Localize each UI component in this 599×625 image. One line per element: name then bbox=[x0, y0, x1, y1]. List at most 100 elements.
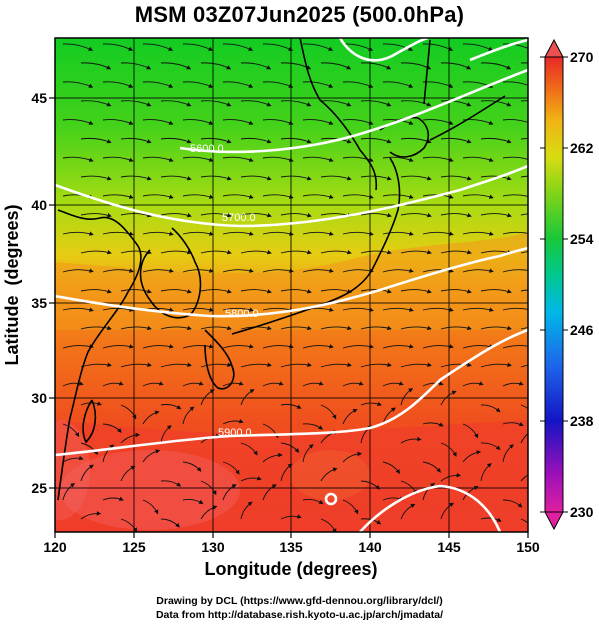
wind-streamline bbox=[502, 499, 523, 508]
wind-streamline bbox=[422, 422, 444, 427]
colorbar-tick-label: 230 bbox=[570, 504, 594, 520]
colorbar-body bbox=[544, 56, 564, 513]
wind-streamline bbox=[222, 461, 240, 475]
wind-streamline bbox=[302, 81, 334, 88]
wind-streamline bbox=[160, 175, 192, 181]
wind-streamline bbox=[342, 156, 374, 162]
wind-streamline bbox=[320, 62, 352, 70]
wind-streamline bbox=[360, 362, 392, 368]
y-tick-label: 35 bbox=[31, 295, 47, 311]
wind-streamline bbox=[462, 194, 494, 199]
coastline-russia bbox=[299, 38, 378, 191]
credit-drawing: Drawing by DCL (https://www.gfd-dennou.o… bbox=[156, 595, 443, 607]
wind-streamline bbox=[280, 137, 312, 144]
wind-streamline bbox=[342, 451, 363, 463]
wind-streamline bbox=[142, 194, 174, 199]
wind-streamline bbox=[222, 231, 254, 236]
wind-streamline bbox=[382, 156, 414, 162]
wind-streamline bbox=[222, 307, 254, 312]
wind-streamline bbox=[222, 344, 254, 349]
contour-label: 5800.0 bbox=[225, 308, 259, 320]
wind-streamline bbox=[160, 480, 182, 487]
wind-streamline bbox=[102, 444, 115, 463]
wind-streamline bbox=[382, 344, 414, 349]
wind-streamline bbox=[440, 100, 472, 107]
wind-streamline bbox=[320, 404, 337, 420]
wind-streamline bbox=[62, 381, 84, 387]
wind-streamline bbox=[480, 137, 512, 144]
wind-streamline bbox=[262, 43, 294, 51]
wind-streamline bbox=[102, 119, 134, 125]
wind-streamline bbox=[342, 408, 358, 425]
wind-streamline bbox=[502, 345, 528, 349]
wind-streamline bbox=[462, 485, 479, 501]
contour-label: 5900.0 bbox=[218, 427, 252, 439]
wind-streamline bbox=[200, 480, 217, 496]
wind-streamline bbox=[182, 381, 204, 387]
wind-streamline bbox=[400, 137, 432, 144]
wind-streamline bbox=[520, 327, 528, 330]
wind-streamline bbox=[222, 43, 254, 51]
colorbar-top-arrow bbox=[544, 38, 564, 58]
wind-streamline bbox=[80, 212, 112, 218]
wind-streamline bbox=[382, 461, 400, 475]
wind-streamline bbox=[502, 43, 528, 49]
wind-streamline bbox=[262, 268, 294, 273]
chart-title: MSM 03Z07Jun2025 (500.0hPa) bbox=[134, 2, 465, 27]
temperature-field bbox=[55, 38, 528, 532]
wind-streamline bbox=[302, 43, 334, 51]
wind-streamline bbox=[400, 436, 422, 444]
wind-streamline bbox=[382, 307, 414, 312]
wind-streamline bbox=[102, 43, 134, 51]
wind-streamline bbox=[280, 514, 302, 520]
wind-streamline bbox=[280, 442, 300, 453]
wind-streamline bbox=[160, 212, 192, 218]
wind-streamline bbox=[480, 62, 512, 70]
contour-line-5700 bbox=[55, 164, 528, 228]
wind-streamline bbox=[302, 344, 334, 349]
wind-streamline bbox=[200, 175, 232, 181]
wind-streamline bbox=[80, 511, 102, 520]
wind-streamline bbox=[62, 455, 84, 463]
wind-streamline bbox=[262, 381, 284, 387]
wind-streamline bbox=[102, 344, 134, 349]
x-tick-label: 145 bbox=[437, 539, 461, 555]
wind-streamline bbox=[240, 249, 272, 255]
wind-streamline bbox=[520, 433, 528, 444]
wind-streamline bbox=[302, 381, 324, 387]
wind-streamline bbox=[520, 474, 528, 482]
wind-streamline bbox=[160, 62, 192, 70]
wind-streamline bbox=[320, 137, 352, 144]
wind-streamline bbox=[120, 62, 152, 70]
wind-streamline bbox=[520, 364, 528, 368]
wind-streamline bbox=[462, 307, 494, 312]
wind-streamline bbox=[142, 119, 174, 125]
wind-streamline bbox=[120, 465, 136, 482]
coastline-kyushu bbox=[204, 329, 235, 390]
contour-line-north bbox=[338, 38, 429, 62]
contour-label: 5600.0 bbox=[190, 143, 224, 155]
wind-streamline bbox=[502, 194, 528, 197]
wind-streamline bbox=[222, 81, 254, 88]
wind-streamline bbox=[80, 325, 112, 331]
wind-streamline bbox=[502, 307, 528, 311]
wind-streamline bbox=[320, 467, 338, 482]
wind-streamline bbox=[222, 119, 254, 125]
wind-streamline bbox=[240, 501, 253, 520]
wind-streamline bbox=[342, 344, 374, 349]
wind-streamline bbox=[62, 231, 94, 236]
wind-streamline bbox=[480, 362, 512, 368]
wind-streamline bbox=[302, 268, 334, 273]
coastline-sakhalin bbox=[423, 39, 431, 105]
wind-streamline bbox=[240, 62, 272, 70]
wind-streamline bbox=[182, 344, 214, 349]
wind-streamline bbox=[200, 137, 232, 144]
wind-streamline bbox=[520, 404, 528, 410]
wind-streamline bbox=[302, 423, 324, 430]
wind-streamline bbox=[502, 156, 528, 160]
wind-streamline bbox=[400, 175, 432, 181]
wind-streamline bbox=[520, 518, 528, 524]
wind-streamline bbox=[342, 231, 374, 236]
wind-streamline bbox=[142, 499, 159, 515]
wind-streamline bbox=[280, 463, 293, 482]
